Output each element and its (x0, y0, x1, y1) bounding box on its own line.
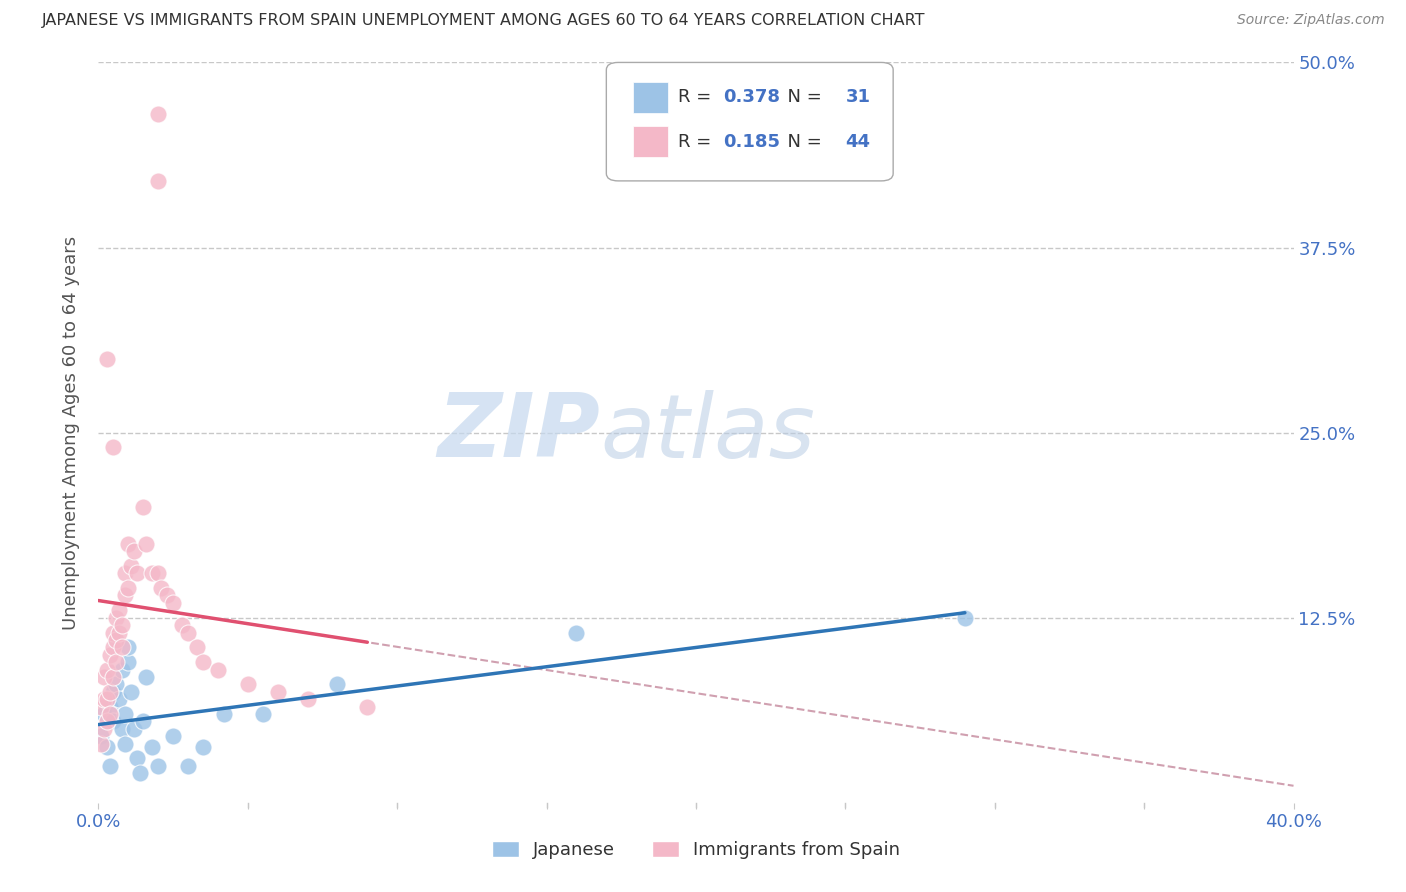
Text: Source: ZipAtlas.com: Source: ZipAtlas.com (1237, 13, 1385, 28)
Point (105, 677, 128, 691)
Point (96, 351, 118, 366)
Point (105, 655, 128, 669)
Point (93, 706, 115, 721)
FancyBboxPatch shape (606, 62, 893, 181)
Point (135, 670, 157, 684)
Point (124, 722, 146, 736)
Point (177, 625, 200, 640)
Point (127, 751, 149, 765)
Point (172, 618, 194, 632)
Point (103, 714, 125, 729)
Point (127, 566, 149, 581)
Y-axis label: Unemployment Among Ages 60 to 64 years: Unemployment Among Ages 60 to 64 years (62, 235, 80, 630)
Point (148, 107, 170, 121)
Text: R =: R = (678, 133, 717, 151)
Point (124, 544, 146, 558)
Point (103, 670, 125, 684)
Point (267, 685, 290, 699)
Point (103, 625, 125, 640)
Point (111, 663, 134, 677)
Point (105, 610, 128, 624)
Point (98, 699, 122, 714)
Point (156, 589, 179, 603)
Text: N =: N = (776, 133, 828, 151)
Point (297, 692, 319, 706)
Point (114, 566, 136, 581)
Point (148, 758, 170, 772)
Point (177, 758, 200, 772)
Point (236, 677, 259, 691)
FancyBboxPatch shape (633, 126, 668, 157)
Point (90, 699, 112, 714)
Text: atlas: atlas (600, 390, 815, 475)
Legend: Japanese, Immigrants from Spain: Japanese, Immigrants from Spain (482, 831, 910, 868)
Text: R =: R = (678, 88, 717, 106)
Point (103, 441, 125, 455)
Point (105, 632, 128, 647)
Point (111, 618, 134, 632)
Point (111, 640, 134, 655)
Point (108, 625, 131, 640)
Point (114, 706, 136, 721)
Point (148, 174, 170, 188)
Point (141, 739, 163, 754)
Point (90, 729, 112, 743)
Point (150, 581, 173, 595)
Point (120, 558, 142, 573)
Point (96, 692, 118, 706)
Text: 44: 44 (845, 133, 870, 151)
Point (120, 685, 142, 699)
Point (212, 706, 235, 721)
Point (132, 714, 155, 729)
Text: JAPANESE VS IMMIGRANTS FROM SPAIN UNEMPLOYMENT AMONG AGES 60 TO 64 YEARS CORRELA: JAPANESE VS IMMIGRANTS FROM SPAIN UNEMPL… (42, 13, 925, 29)
FancyBboxPatch shape (633, 82, 668, 112)
Point (98, 758, 122, 772)
Point (93, 670, 115, 684)
Point (117, 655, 139, 669)
Point (114, 589, 136, 603)
Point (98, 706, 122, 721)
Text: 0.185: 0.185 (724, 133, 780, 151)
Point (162, 596, 184, 610)
Point (90, 737, 112, 751)
Point (162, 729, 184, 743)
Point (108, 603, 131, 617)
Point (356, 699, 378, 714)
Point (114, 737, 136, 751)
Point (108, 692, 131, 706)
Text: ZIP: ZIP (437, 389, 600, 476)
Point (117, 536, 139, 550)
Point (141, 566, 163, 581)
Point (186, 640, 208, 655)
Point (117, 581, 139, 595)
Point (191, 739, 214, 754)
Point (117, 640, 139, 655)
Point (326, 677, 349, 691)
Point (103, 640, 125, 655)
Point (98, 648, 122, 662)
Point (252, 706, 274, 721)
Point (98, 685, 122, 699)
Point (953, 610, 976, 624)
Point (148, 566, 170, 581)
Text: 31: 31 (845, 88, 870, 106)
Point (207, 663, 229, 677)
Point (191, 655, 214, 669)
Point (96, 663, 118, 677)
Point (111, 722, 134, 736)
Text: 0.378: 0.378 (724, 88, 780, 106)
Point (93, 722, 115, 736)
Point (93, 692, 115, 706)
Point (96, 714, 118, 729)
Point (96, 739, 118, 754)
Point (103, 685, 125, 699)
Point (132, 500, 155, 514)
Point (135, 536, 157, 550)
Point (565, 625, 588, 640)
Point (129, 766, 152, 780)
Text: N =: N = (776, 88, 828, 106)
